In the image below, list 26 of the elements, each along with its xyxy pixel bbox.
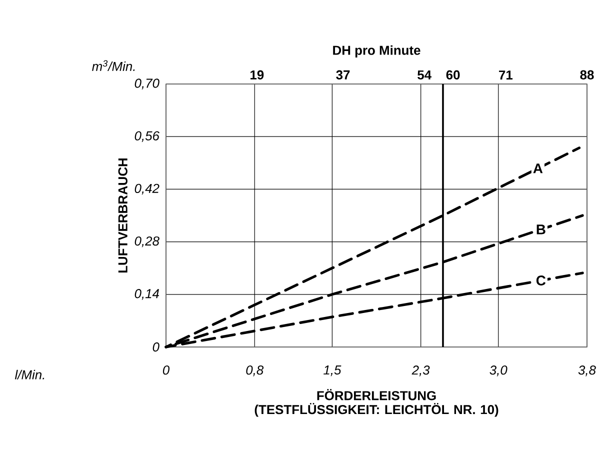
x-tick-label: 3,0 <box>490 366 508 376</box>
x-tick-label: 0,8 <box>246 366 264 376</box>
x2-tick-label: 88 <box>580 70 594 80</box>
y-tick-label: 0,56 <box>134 131 160 142</box>
y-tick-label: 0,42 <box>134 184 160 195</box>
y-tick-label: 0,70 <box>134 78 160 90</box>
x-tick-label: 0 <box>162 366 170 375</box>
x-tick-label: 1,5 <box>324 366 342 376</box>
y-axis-title: LUFTVERBRAUCH <box>118 158 128 273</box>
x-tick-label: 2,3 <box>412 366 430 376</box>
x2-tick-label: 60 <box>446 70 460 80</box>
x2-tick-label: 37 <box>336 70 350 80</box>
text: m$^{3}$/Min. <box>92 60 135 71</box>
x2-tick-label: 71 <box>499 70 513 80</box>
y-tick-label: 0,14 <box>134 289 159 300</box>
series-label: C <box>536 276 546 286</box>
x-tick-label: 3,8 <box>578 366 596 376</box>
x-axis-title: FÖRDERLEISTUNG (TESTFLÜSSIGKEIT: LEICHTÖL NR. 10) <box>254 389 498 417</box>
series-label: B <box>536 224 546 234</box>
x2-tick-label: 54 <box>418 70 432 80</box>
x2-axis-title: DH pro Minute <box>333 45 420 58</box>
text: l/Min. <box>14 370 44 380</box>
y-tick-label: 0,28 <box>134 236 160 248</box>
series-label: A <box>533 164 543 174</box>
y-tick-label: 0 <box>152 342 160 352</box>
x2-tick-label: 19 <box>250 70 264 80</box>
